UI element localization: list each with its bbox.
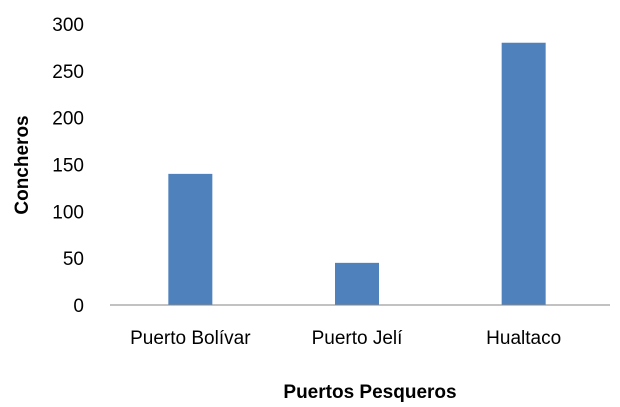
y-tick-label: 50 [63, 249, 84, 270]
x-tick-label: Hualtaco [486, 328, 561, 349]
y-tick-label: 100 [52, 202, 84, 223]
bars [168, 42, 546, 305]
bar [335, 262, 379, 305]
y-tick-label: 300 [52, 15, 84, 36]
y-tick-label: 150 [52, 156, 84, 177]
x-axis-ticks: Puerto Bolívar Puerto Jelí Hualtaco [130, 328, 561, 349]
x-tick-label: Puerto Bolívar [130, 328, 251, 349]
bar [168, 173, 213, 305]
y-tick-label: 250 [52, 62, 84, 83]
bar [501, 42, 546, 305]
x-axis-title: Puertos Pesqueros [283, 382, 456, 403]
y-tick-label: 200 [52, 109, 84, 130]
y-axis-ticks: 0 50 100 150 200 250 300 [52, 15, 84, 317]
y-tick-label: 0 [73, 296, 84, 317]
x-tick-label: Puerto Jelí [312, 328, 404, 349]
y-axis-title: Concheros [12, 115, 33, 214]
